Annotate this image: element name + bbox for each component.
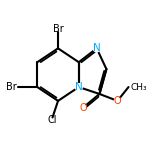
Text: Cl: Cl (48, 114, 57, 124)
Text: O: O (114, 96, 121, 106)
Text: N: N (75, 82, 83, 92)
Text: Br: Br (53, 24, 63, 34)
Ellipse shape (75, 84, 82, 90)
Ellipse shape (80, 105, 86, 111)
Text: O: O (79, 103, 87, 113)
Ellipse shape (114, 98, 121, 104)
Text: CH₃: CH₃ (130, 83, 147, 92)
Text: Br: Br (6, 82, 17, 92)
Ellipse shape (93, 45, 100, 52)
Text: N: N (93, 43, 101, 53)
